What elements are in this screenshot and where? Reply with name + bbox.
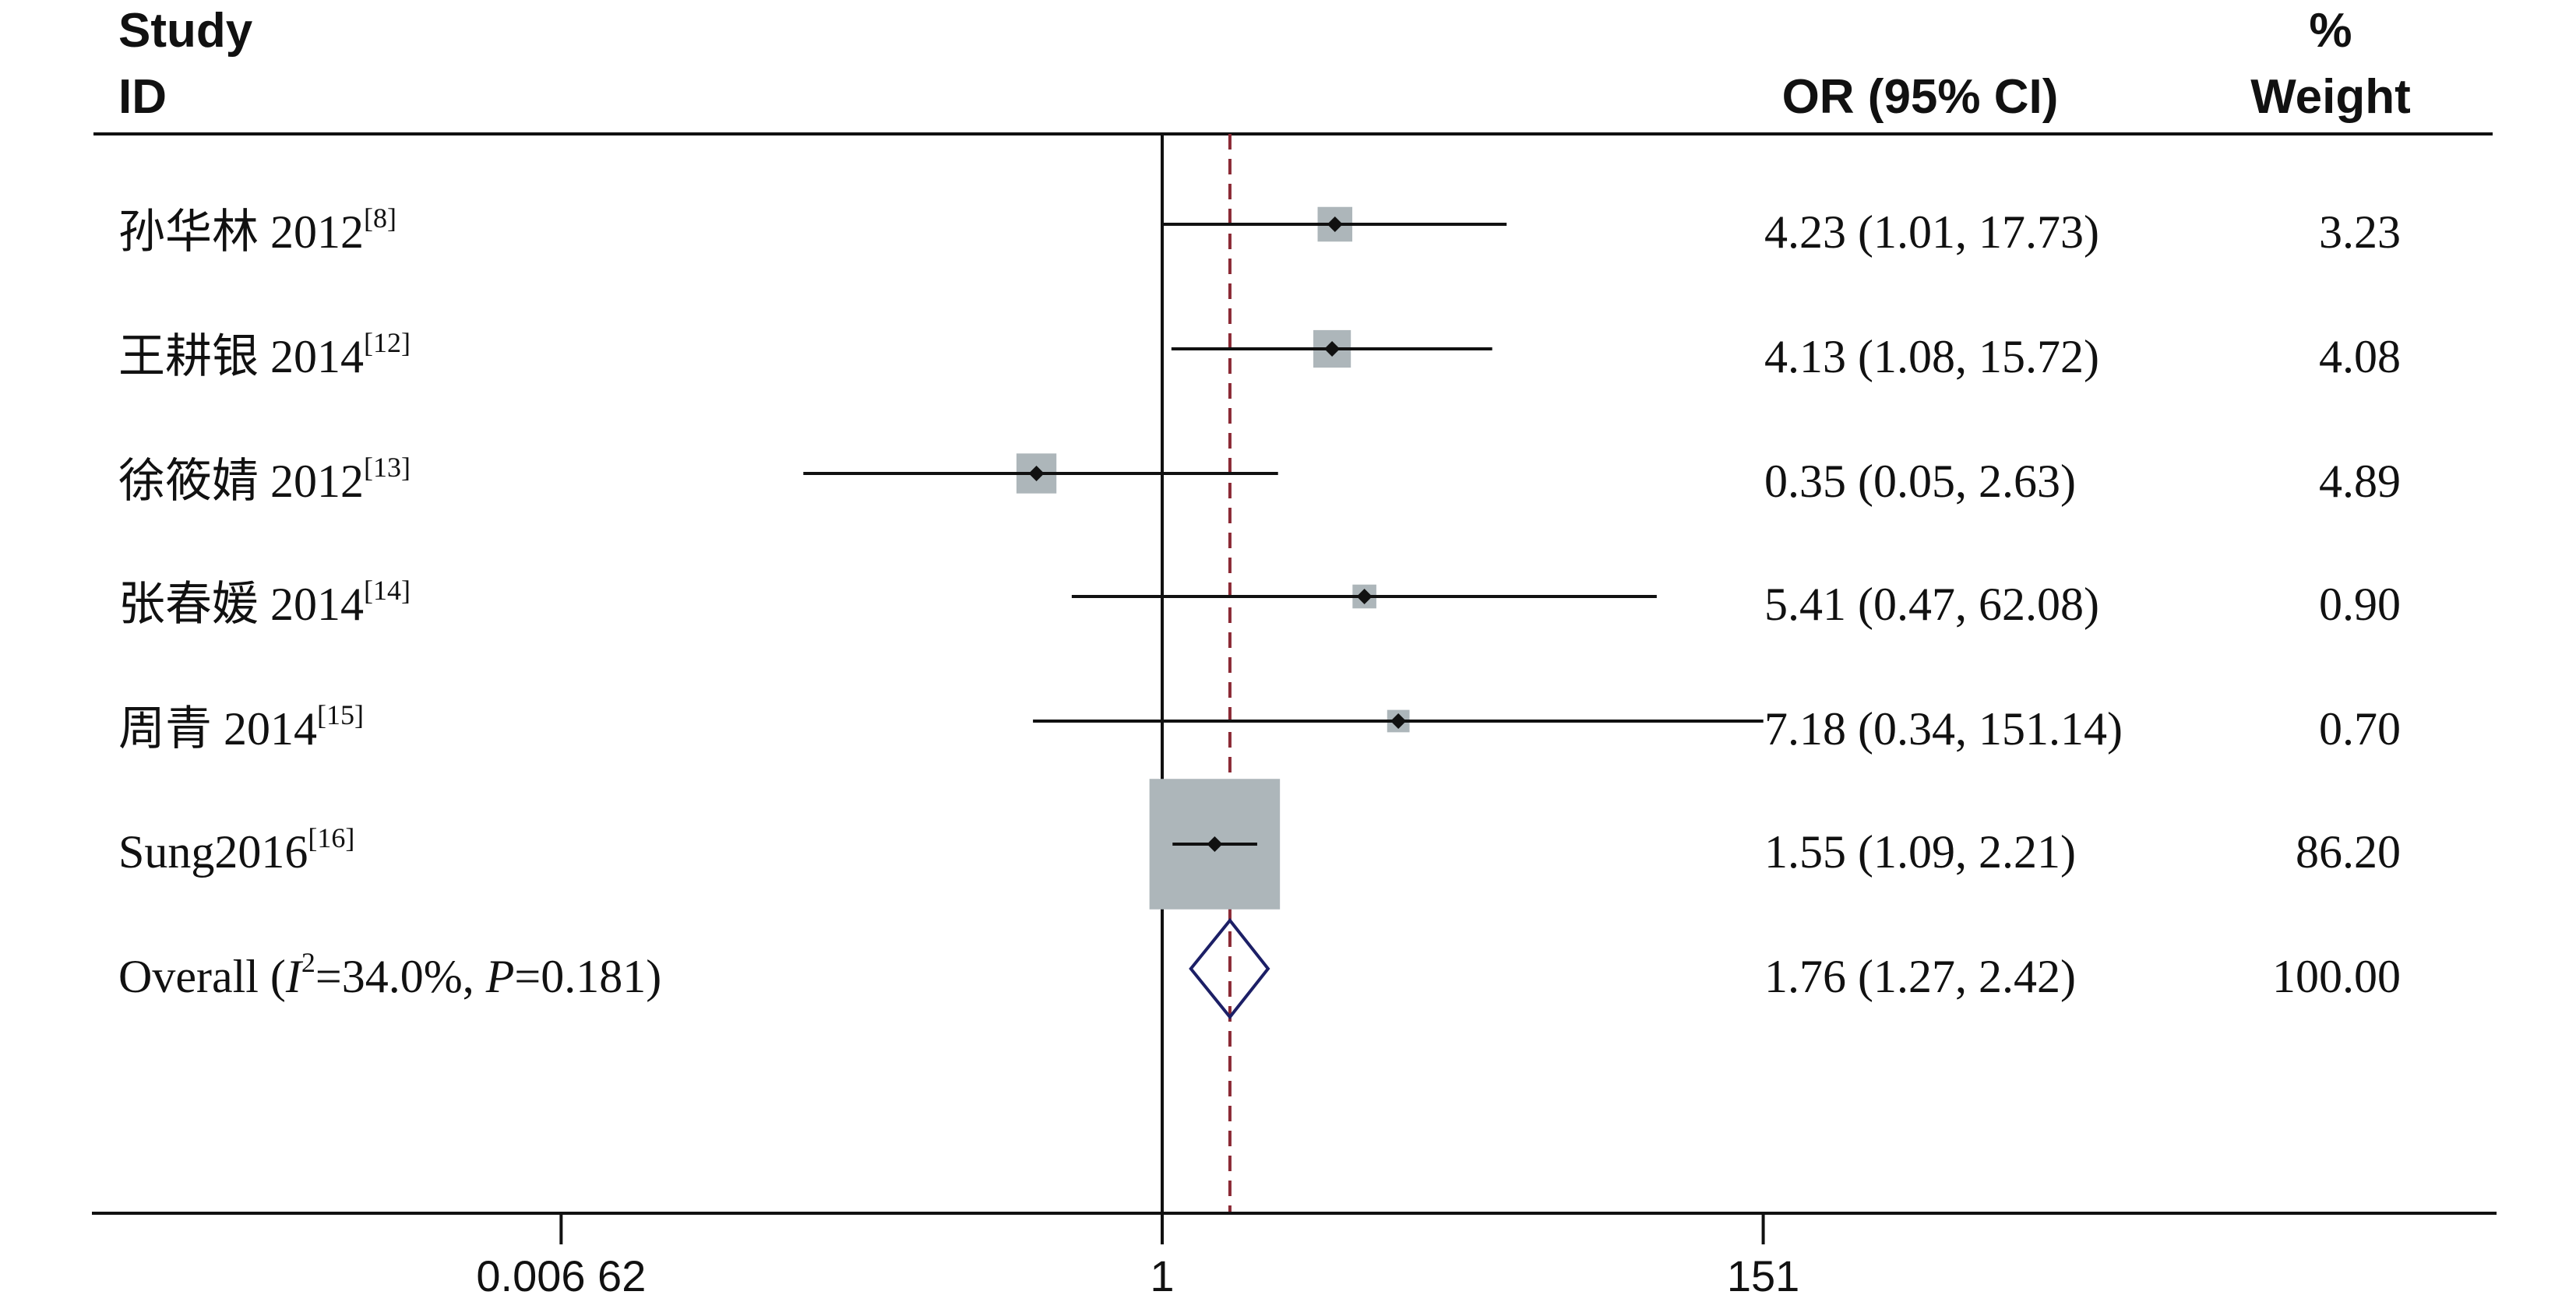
or-ci-value: 0.35 (0.05, 2.63) (1764, 456, 2076, 507)
study-name: 孙华林 2012 (118, 206, 364, 258)
or-ci-value: 7.18 (0.34, 151.14) (1764, 703, 2123, 755)
header-weight: Weight (2250, 70, 2411, 124)
or-ci-value: 5.41 (0.47, 62.08) (1764, 579, 2099, 630)
header-study: Study (118, 4, 253, 58)
point-estimate (1356, 589, 1373, 604)
study-label: 徐筱婧 2012[13] (118, 452, 411, 507)
study-rows: 孙华林 2012[8] 4.23 (1.01, 17.73) 3.23 王耕银 201… (118, 202, 2401, 910)
overall-row: Overall (I2=34.0%, P=0.181) 1.76 (1.27, 2… (118, 917, 2401, 1020)
study-name: 张春媛 2014 (118, 579, 364, 630)
point-estimate (1390, 713, 1407, 729)
study-row: 王耕银 2014[12] 4.13 (1.08, 15.72) 4.08 (118, 327, 2401, 382)
x-tick-label: 151 (1727, 1251, 1799, 1300)
or-ci-value: 4.13 (1.08, 15.72) (1764, 331, 2099, 382)
header-id: ID (118, 70, 167, 124)
overall-diamond (1189, 917, 1270, 1020)
weight-value: 0.90 (2319, 579, 2401, 630)
x-tick-label: 0.006 62 (476, 1251, 646, 1300)
or-ci-value: 4.23 (1.01, 17.73) (1764, 206, 2099, 258)
study-label: 王耕银 2014[12] (118, 327, 411, 382)
study-row: 周青 2014[15] 7.18 (0.34, 151.14) 0.70 (118, 699, 2401, 755)
x-tick-label: 1 (1150, 1251, 1174, 1300)
overall-or-ci-value: 1.76 (1.27, 2.42) (1764, 951, 2076, 1002)
weight-value: 4.08 (2319, 331, 2401, 382)
study-reference: [14] (364, 575, 411, 606)
overall-label-part: =0.181) (514, 951, 661, 1002)
study-label: 孙华林 2012[8] (118, 202, 396, 258)
study-reference: [13] (364, 452, 411, 483)
study-name: 周青 2014 (118, 703, 317, 755)
overall-label-part: I (285, 951, 304, 1002)
weight-value: 3.23 (2319, 206, 2401, 258)
overall-label-part: =34.0%, (315, 951, 486, 1002)
point-estimate (1327, 216, 1343, 232)
study-name: 徐筱婧 2012 (118, 456, 364, 507)
or-ci-value: 1.55 (1.09, 2.21) (1764, 826, 2076, 878)
point-estimate (1028, 466, 1045, 481)
header-or-ci: OR (95% CI) (1782, 70, 2059, 124)
overall-weight-value: 100.00 (2272, 951, 2401, 1002)
weight-value: 0.70 (2319, 703, 2401, 755)
point-estimate (1324, 341, 1341, 357)
reference-lines (1161, 134, 1232, 1213)
header-weight-percent: % (2309, 4, 2352, 58)
overall-label-part: 2 (301, 947, 315, 978)
study-reference: [12] (364, 327, 411, 358)
study-label: Sung2016[16] (118, 822, 354, 878)
study-row: 徐筱婧 2012[13] 0.35 (0.05, 2.63) 4.89 (118, 452, 2401, 507)
study-label: 张春媛 2014[14] (118, 575, 411, 630)
study-reference: [16] (308, 822, 354, 853)
overall-label-part: P (485, 951, 515, 1002)
point-estimate (1207, 836, 1223, 852)
x-axis-ticks: 0.006 62 1 151 (476, 1213, 1799, 1300)
overall-label-part: Overall ( (118, 951, 286, 1002)
study-name: Sung2016 (118, 826, 308, 878)
study-name: 王耕银 2014 (118, 331, 364, 382)
study-row: 张春媛 2014[14] 5.41 (0.47, 62.08) 0.90 (118, 575, 2401, 630)
weight-value: 4.89 (2319, 456, 2401, 507)
study-reference: [8] (364, 202, 396, 234)
study-row: 孙华林 2012[8] 4.23 (1.01, 17.73) 3.23 (118, 202, 2401, 258)
study-label: 周青 2014[15] (118, 699, 364, 755)
overall-label: Overall (I2=34.0%, P=0.181) (118, 947, 661, 1002)
study-row: Sung2016[16] 1.55 (1.09, 2.21) 86.20 (118, 779, 2401, 910)
study-reference: [15] (317, 699, 364, 730)
weight-value: 86.20 (2296, 826, 2401, 878)
